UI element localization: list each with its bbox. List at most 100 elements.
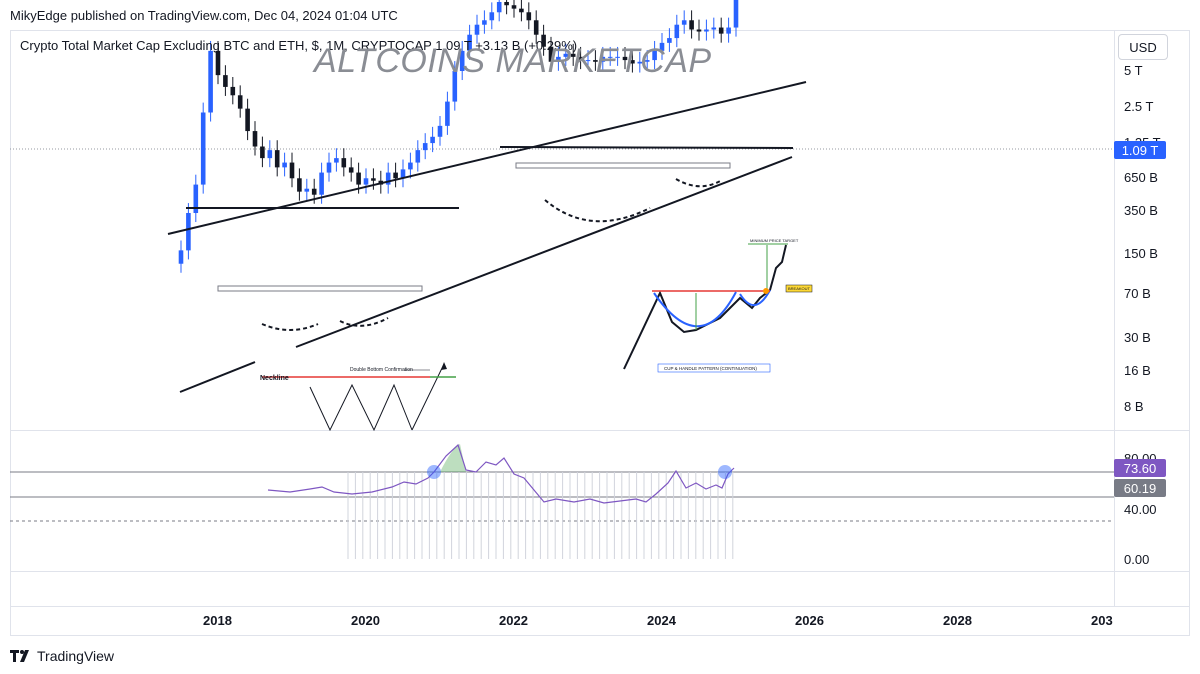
- candle-body: [526, 12, 532, 21]
- candle-body: [652, 50, 657, 61]
- tradingview-logo[interactable]: TradingView: [10, 648, 114, 664]
- candle-body: [659, 42, 665, 51]
- candle-body: [311, 188, 317, 195]
- candle-body: [260, 146, 265, 159]
- bottom-curve-1: [261, 323, 319, 331]
- candle-body: [615, 56, 620, 58]
- tradingview-brand-text: TradingView: [37, 648, 115, 664]
- candle-body: [452, 71, 458, 102]
- symbol-legend[interactable]: Crypto Total Market Cap Excluding BTC an…: [20, 38, 578, 53]
- candle-body: [348, 167, 354, 173]
- price-axis-border: [1114, 30, 1115, 606]
- candle-body: [563, 53, 569, 57]
- candle-body: [467, 34, 472, 51]
- candle-body: [326, 162, 332, 173]
- double-bottom-arrowhead: [441, 362, 447, 370]
- breakout-label: BREAKOUT: [788, 286, 811, 291]
- price-axis-label: 16 B: [1124, 363, 1151, 378]
- price-axis-label: 70 B: [1124, 286, 1151, 301]
- candle-body: [445, 101, 450, 126]
- candle-body: [593, 60, 598, 62]
- chart-watermark-title: ALTCOINS MARKETCAP: [314, 42, 712, 80]
- candle-body: [459, 50, 465, 72]
- candle-body: [408, 162, 413, 170]
- resistance-line-2022: [499, 146, 794, 149]
- publisher-line: MikyEdge published on TradingView.com, D…: [10, 8, 398, 23]
- rsi-axis-label: 0.00: [1124, 552, 1150, 567]
- price-axis-label: 5 T: [1124, 63, 1143, 78]
- target-label: MINIMUM PRICE TARGET: [750, 238, 799, 243]
- candle-body: [356, 172, 361, 185]
- candle-body: [541, 34, 546, 47]
- candle-body: [334, 158, 339, 163]
- candle-body: [178, 250, 184, 264]
- candle-body: [681, 20, 687, 25]
- cup-handle-caption-box: [657, 363, 771, 373]
- candle-body: [696, 29, 702, 32]
- chart-frame: [10, 30, 1190, 636]
- time-axis-label: 2028: [943, 613, 972, 628]
- time-axis-label: 2020: [351, 613, 380, 628]
- pane-separator[interactable]: [10, 430, 1190, 431]
- candle-body: [245, 108, 250, 132]
- candle-body: [733, 0, 739, 28]
- rsi-ma-tag: 60.19: [1114, 479, 1166, 497]
- candle-body: [607, 56, 613, 58]
- rsi-axis-label: 40.00: [1124, 502, 1157, 517]
- price-axis-label: 150 B: [1124, 246, 1158, 261]
- rsi-signal-circle: [427, 465, 441, 479]
- candle-body: [193, 184, 199, 213]
- candle-body: [667, 38, 672, 43]
- candle-body: [208, 50, 213, 113]
- candle-body: [704, 29, 709, 32]
- channel-lower-line: [295, 156, 793, 348]
- candle-body: [430, 136, 435, 144]
- candle-body: [297, 178, 302, 192]
- breakout-badge: [785, 284, 813, 293]
- double-bottom-arrow: [411, 363, 445, 431]
- candle-body: [215, 50, 221, 76]
- candle-body: [223, 75, 228, 87]
- candle-body: [474, 24, 480, 35]
- rsi-value-tag: 73.60: [1114, 459, 1166, 477]
- candle-body: [482, 20, 487, 25]
- tradingview-logo-icon: [10, 650, 29, 662]
- candle-body: [304, 188, 310, 192]
- candle-body: [556, 56, 561, 62]
- candle-body: [415, 150, 421, 163]
- price-axis-label: 350 B: [1124, 203, 1158, 218]
- support-band-2019: [217, 285, 423, 292]
- channel-lower-line-left: [179, 361, 256, 393]
- candle-body: [200, 112, 206, 185]
- candle-body: [548, 46, 554, 62]
- time-axis-border: [10, 606, 1190, 607]
- candle-body: [289, 162, 295, 179]
- candle-body: [630, 60, 635, 64]
- candle-body: [689, 20, 694, 30]
- candle-body: [511, 5, 517, 9]
- cup-handle-cup: [653, 291, 737, 328]
- candle-body: [319, 172, 324, 195]
- price-axis-label: 2.5 T: [1124, 99, 1154, 114]
- candle-body: [718, 27, 724, 34]
- handle-curve: [675, 178, 723, 188]
- candle-body: [267, 150, 273, 159]
- candle-body: [578, 56, 583, 61]
- candle-body: [570, 53, 576, 57]
- time-axis-label: 2026: [795, 613, 824, 628]
- pane-separator[interactable]: [10, 571, 1190, 572]
- candle-body: [637, 61, 643, 64]
- candle-body: [674, 24, 680, 39]
- candle-body: [622, 56, 628, 61]
- candle-body: [371, 178, 376, 181]
- candle-body: [252, 131, 258, 147]
- current-price-tag: 1.09 T: [1114, 141, 1166, 159]
- candle-body: [230, 86, 236, 96]
- price-axis-label: 650 B: [1124, 170, 1158, 185]
- candle-body: [644, 60, 650, 62]
- candle-body: [711, 27, 717, 30]
- double-bottom-diagram: [309, 383, 413, 432]
- candle-body: [600, 56, 606, 62]
- currency-selector[interactable]: USD: [1118, 34, 1168, 60]
